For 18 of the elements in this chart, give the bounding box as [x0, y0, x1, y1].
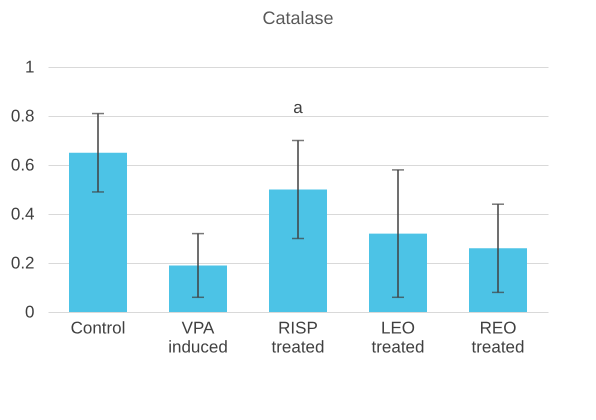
y-tick-label: 0.8: [10, 106, 34, 126]
x-tick-label: LEO treated: [372, 318, 424, 356]
bar: [269, 190, 327, 312]
bar: [369, 234, 427, 312]
bar: [169, 265, 227, 312]
y-tick-label: 1: [25, 58, 34, 76]
chart-title: Catalase: [262, 8, 334, 28]
x-tick-label: VPA induced: [168, 318, 228, 356]
y-tick-label: 0.2: [10, 254, 34, 272]
x-tick-label: RISP treated: [272, 318, 324, 356]
y-tick-label: 0: [25, 302, 34, 322]
x-tick-label: REO treated: [472, 318, 524, 356]
y-tick-label: 0.4: [10, 204, 34, 224]
bar: [469, 248, 527, 312]
y-tick-label: 0.6: [10, 156, 34, 174]
x-tick-label: Control: [70, 318, 126, 338]
annotation: a: [293, 98, 304, 117]
bar: [69, 152, 127, 312]
